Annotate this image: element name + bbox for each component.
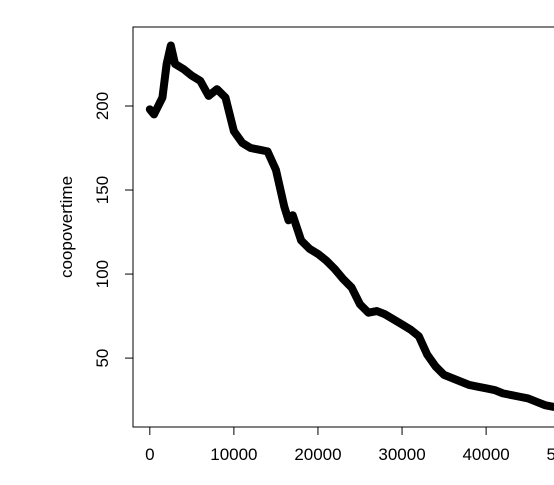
x-tick-label: 30000	[378, 445, 425, 464]
x-tick-label: 40000	[462, 445, 509, 464]
data-line	[145, 41, 554, 411]
y-tick-label: 100	[93, 260, 112, 288]
y-tick-label: 150	[93, 176, 112, 204]
y-axis-label: coopovertime	[57, 176, 76, 278]
x-tick-label: 10000	[210, 445, 257, 464]
y-tick-label: 50	[93, 349, 112, 368]
x-tick-label: 0	[145, 445, 154, 464]
x-tick-label: 50000	[547, 445, 554, 464]
plot-frame	[132, 26, 554, 428]
y-tick-label: 200	[93, 92, 112, 120]
x-tick-label: 20000	[294, 445, 341, 464]
